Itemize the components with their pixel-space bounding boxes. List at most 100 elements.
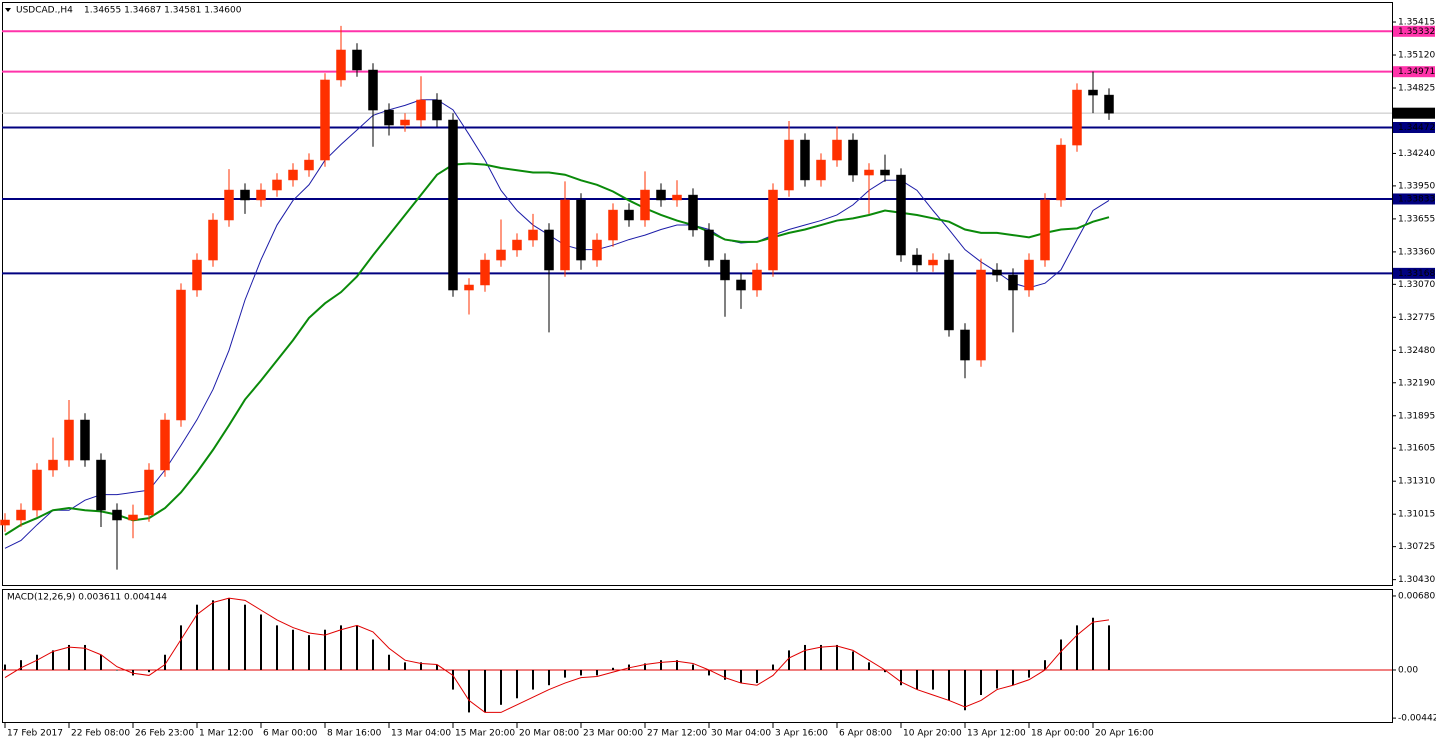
candle-body xyxy=(240,189,250,201)
candle-body xyxy=(688,194,698,231)
candle-body xyxy=(544,229,554,271)
x-tick-label: 23 Mar 00:00 xyxy=(583,729,643,739)
candle-body xyxy=(608,209,618,241)
candle-body xyxy=(624,209,634,221)
candle-body xyxy=(224,189,234,221)
candle-body xyxy=(32,469,42,511)
candle-body xyxy=(128,514,138,521)
candle-body xyxy=(880,169,890,176)
candle-body xyxy=(896,174,906,256)
macd-bar xyxy=(500,669,502,705)
candle-body xyxy=(784,139,794,191)
candle-body xyxy=(752,269,762,291)
macd-bar xyxy=(1060,639,1062,670)
candle-body xyxy=(80,419,90,461)
macd-bar xyxy=(692,664,694,670)
macd-bar xyxy=(564,669,566,678)
candle-body xyxy=(208,219,218,261)
x-tick-label: 10 Apr 20:00 xyxy=(903,729,962,739)
x-tick-label: 1 Mar 12:00 xyxy=(199,729,254,739)
macd-bar xyxy=(1012,669,1014,686)
candle-body xyxy=(768,189,778,271)
macd-bar xyxy=(228,598,230,670)
level-label-bg xyxy=(1393,193,1435,205)
macd-bar xyxy=(132,669,134,676)
candle-body xyxy=(304,159,314,171)
macd-bar xyxy=(276,625,278,670)
candle-body xyxy=(480,259,490,286)
macd-bar xyxy=(772,664,774,670)
macd-bar xyxy=(1028,669,1030,678)
x-tick-label: 20 Mar 08:00 xyxy=(519,729,579,739)
candle-body xyxy=(992,269,1002,276)
macd-bar xyxy=(484,669,486,713)
level-label: 1.33833 xyxy=(1398,194,1435,204)
candle-body xyxy=(640,189,650,221)
macd-bar xyxy=(756,669,758,684)
candle-body xyxy=(320,79,330,161)
candle-body xyxy=(944,259,954,331)
macd-bar xyxy=(196,604,198,670)
candle-body xyxy=(720,259,730,281)
macd-bar xyxy=(516,669,518,699)
macd-bar xyxy=(612,667,614,670)
x-tick-label: 6 Mar 00:00 xyxy=(263,729,318,739)
macd-bar xyxy=(404,662,406,670)
candle-body xyxy=(1040,199,1050,261)
candle-body xyxy=(816,159,826,181)
candle-body xyxy=(1104,94,1114,114)
x-tick-label: 17 Feb 2017 xyxy=(7,729,63,739)
macd-bar xyxy=(580,669,582,676)
candle-body xyxy=(432,99,442,121)
y-tick-label: 1.31310 xyxy=(1398,477,1435,487)
macd-bar xyxy=(980,669,982,696)
candle-body xyxy=(528,229,538,241)
candle-body xyxy=(704,229,714,261)
candle-body xyxy=(800,139,810,181)
macd-bar xyxy=(1044,660,1046,670)
y-tick-label: 1.31895 xyxy=(1398,411,1435,421)
macd-bar xyxy=(900,669,902,686)
y-tick-label: 1.30430 xyxy=(1398,575,1435,585)
level-label: 1.33168 xyxy=(1398,269,1435,279)
candle-body xyxy=(448,119,458,291)
x-tick-label: 3 Apr 16:00 xyxy=(775,729,828,739)
macd-bar xyxy=(548,669,550,686)
candle-body xyxy=(864,169,874,176)
macd-bar xyxy=(1076,625,1078,670)
candle-body xyxy=(96,459,106,511)
candle-body xyxy=(192,259,202,291)
y-tick-label: 1.35415 xyxy=(1398,18,1435,28)
signal-line xyxy=(4,597,1110,713)
macd-bar xyxy=(164,654,166,670)
y-tick-label: 1.33070 xyxy=(1398,280,1435,290)
macd-bar xyxy=(84,644,86,670)
macd-bar xyxy=(20,660,22,670)
candle-body xyxy=(368,69,378,111)
chart-title: USDCAD.,H4 xyxy=(16,6,73,16)
y-tick-label: 1.33950 xyxy=(1398,181,1435,191)
candle-body xyxy=(672,194,682,201)
x-tick-label: 27 Mar 12:00 xyxy=(647,729,707,739)
main-panel xyxy=(2,2,1393,586)
menu-arrow[interactable] xyxy=(5,8,11,12)
candle-body xyxy=(384,109,394,126)
macd-bar xyxy=(836,644,838,670)
macd-bar xyxy=(148,669,150,673)
candle-body xyxy=(256,189,266,201)
macd-bar xyxy=(388,654,390,670)
x-tick-label: 15 Mar 20:00 xyxy=(455,729,515,739)
candle-body xyxy=(576,199,586,261)
macd-panel xyxy=(2,589,1393,723)
candle-body xyxy=(928,259,938,266)
macd-bar xyxy=(884,669,886,673)
level-label-bg xyxy=(1393,66,1435,78)
candle-body xyxy=(160,419,170,471)
macd-bar xyxy=(916,669,918,690)
y-tick-label: 1.33360 xyxy=(1398,247,1435,257)
macd-bar xyxy=(420,662,422,670)
macd-bar xyxy=(596,669,598,676)
level-label: 1.34971 xyxy=(1398,67,1435,77)
candle-body xyxy=(1056,144,1066,201)
